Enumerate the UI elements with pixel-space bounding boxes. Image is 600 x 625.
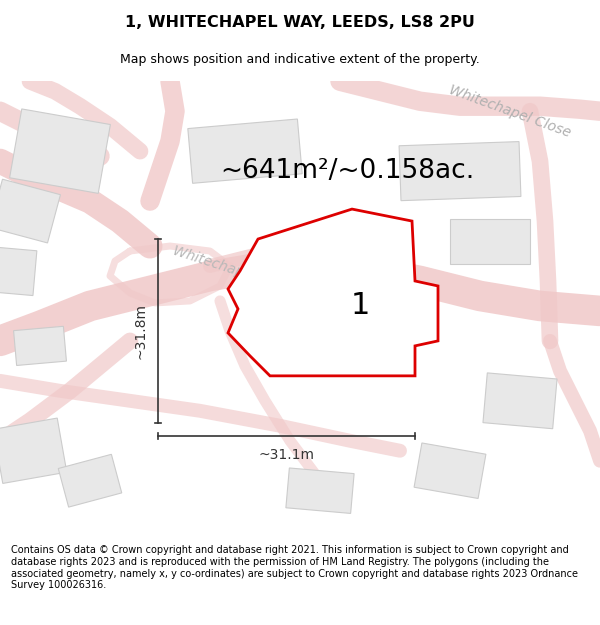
Polygon shape — [14, 326, 67, 366]
Text: Whitechapel Way: Whitechapel Way — [170, 244, 289, 294]
Text: ~31.8m: ~31.8m — [134, 303, 148, 359]
Polygon shape — [188, 119, 302, 183]
Polygon shape — [450, 219, 530, 264]
Polygon shape — [0, 418, 67, 483]
Polygon shape — [228, 209, 438, 376]
Text: Map shows position and indicative extent of the property.: Map shows position and indicative extent… — [120, 54, 480, 66]
Polygon shape — [10, 109, 110, 193]
Text: Contains OS data © Crown copyright and database right 2021. This information is : Contains OS data © Crown copyright and d… — [11, 546, 578, 590]
Text: ~641m²/~0.158ac.: ~641m²/~0.158ac. — [220, 158, 474, 184]
Text: 1: 1 — [350, 291, 370, 321]
Text: Whitechapel Close: Whitechapel Close — [447, 82, 573, 140]
Polygon shape — [286, 468, 354, 513]
Polygon shape — [399, 142, 521, 201]
Polygon shape — [0, 246, 37, 296]
Polygon shape — [0, 179, 61, 243]
Polygon shape — [483, 373, 557, 429]
Polygon shape — [414, 443, 486, 499]
Polygon shape — [58, 454, 122, 507]
Text: ~31.1m: ~31.1m — [259, 448, 314, 462]
Text: 1, WHITECHAPEL WAY, LEEDS, LS8 2PU: 1, WHITECHAPEL WAY, LEEDS, LS8 2PU — [125, 15, 475, 30]
